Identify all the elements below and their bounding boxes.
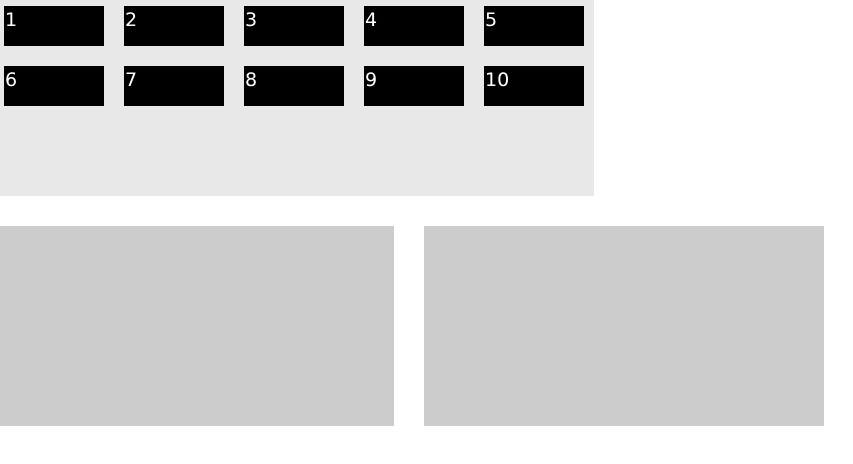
tile-9[interactable]: 9 [364, 66, 464, 106]
tile-label: 6 [5, 69, 18, 91]
tile-label: 1 [5, 9, 18, 31]
content-box-left [0, 226, 394, 426]
tile-label: 7 [125, 69, 138, 91]
tile-3[interactable]: 3 [244, 6, 344, 46]
tile-label: 3 [245, 9, 258, 31]
tile-8[interactable]: 8 [244, 66, 344, 106]
tile-4[interactable]: 4 [364, 6, 464, 46]
tile-2[interactable]: 2 [124, 6, 224, 46]
tile-7[interactable]: 7 [124, 66, 224, 106]
tile-5[interactable]: 5 [484, 6, 584, 46]
content-box-right [424, 226, 824, 426]
tile-label: 2 [125, 9, 138, 31]
tile-10[interactable]: 10 [484, 66, 584, 106]
tile-label: 8 [245, 69, 258, 91]
tile-label: 9 [365, 69, 378, 91]
tile-label: 5 [485, 9, 498, 31]
tile-grid-panel: 1 2 3 4 5 6 7 8 9 10 [0, 0, 594, 196]
tile-6[interactable]: 6 [4, 66, 104, 106]
tile-label: 10 [485, 69, 510, 91]
tile-label: 4 [365, 9, 378, 31]
tile-1[interactable]: 1 [4, 6, 104, 46]
